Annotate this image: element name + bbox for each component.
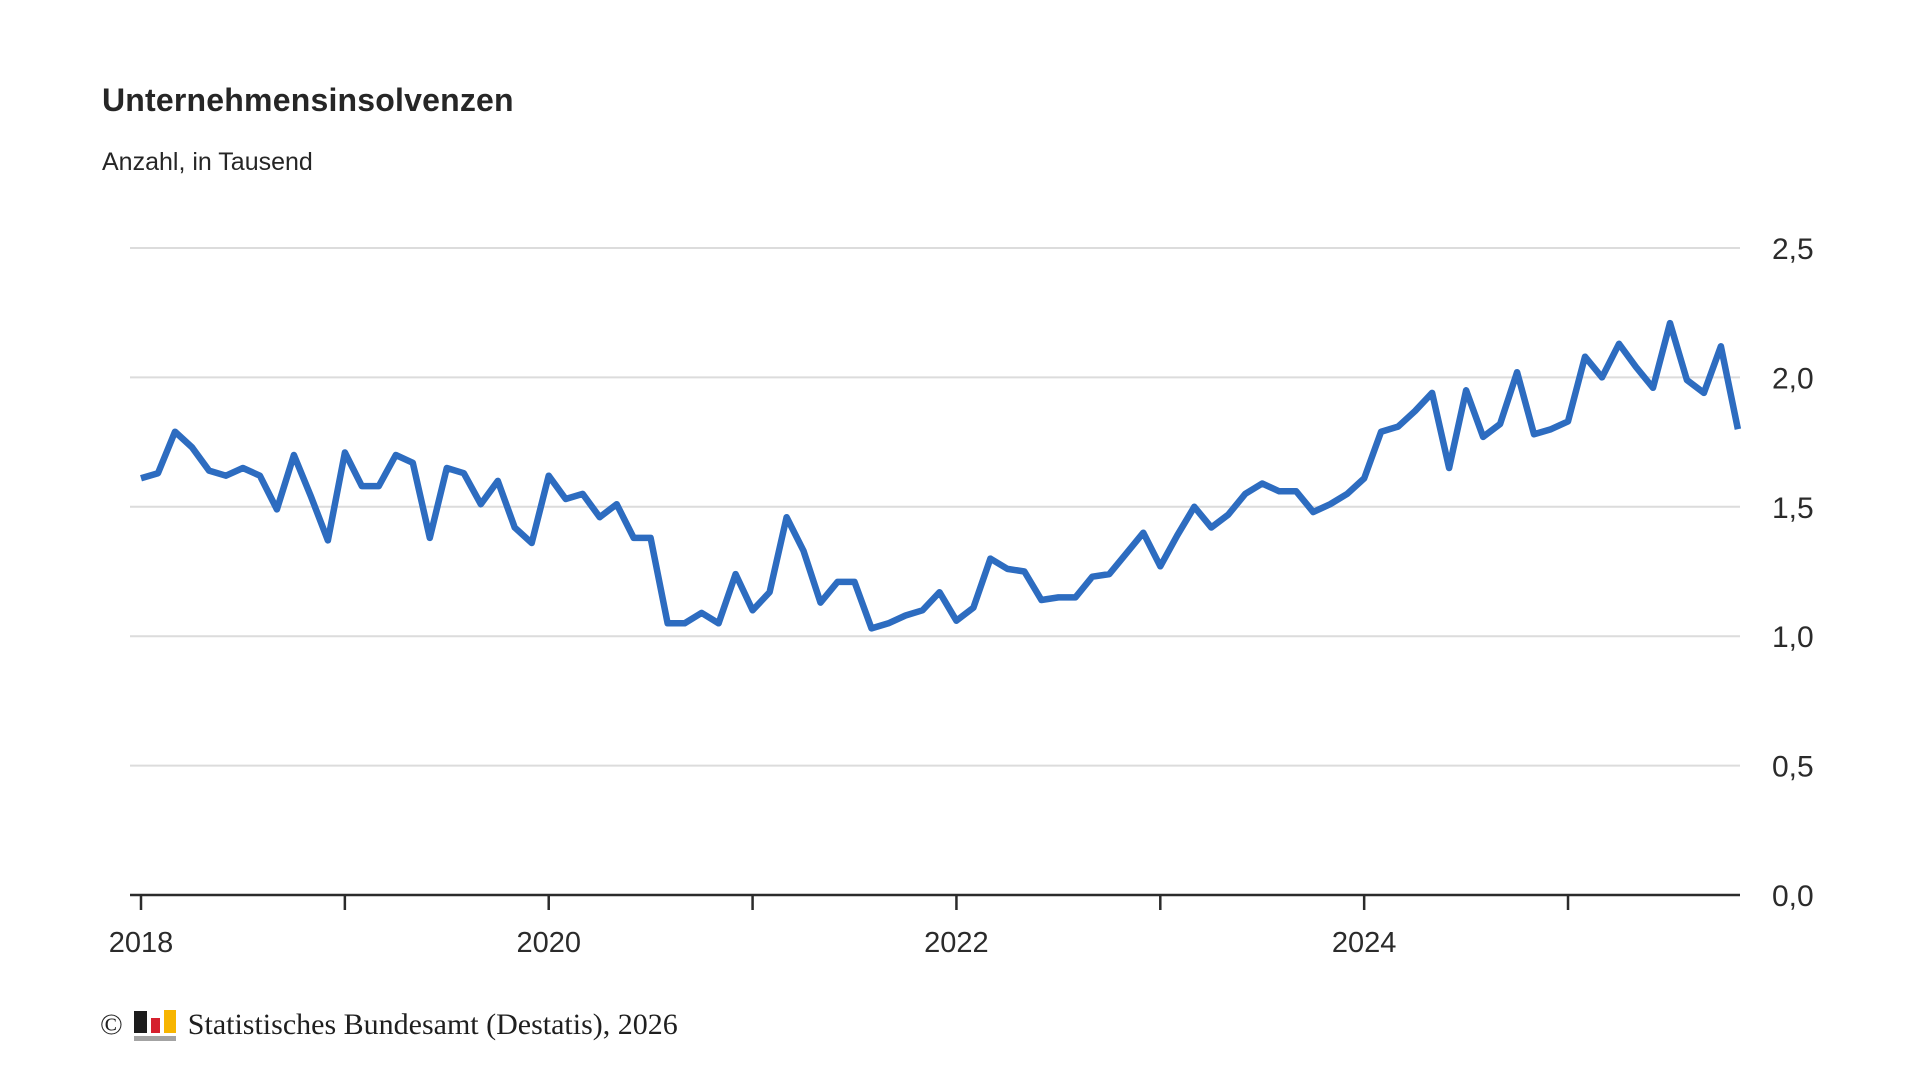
- x-axis-label: 2018: [109, 927, 174, 959]
- y-axis-label: 2,0: [1772, 362, 1814, 395]
- source-footer: © Statistisches Bundesamt (Destatis), 20…: [100, 1008, 678, 1042]
- copyright-symbol: ©: [100, 1008, 123, 1041]
- x-axis-label: 2024: [1332, 927, 1397, 959]
- chart-title: Unternehmensinsolvenzen: [102, 82, 514, 118]
- y-axis-label: 2,5: [1772, 233, 1814, 266]
- footer-source-text: Statistisches Bundesamt (Destatis), 2026: [187, 1008, 678, 1041]
- destatis-logo-icon: [133, 1010, 176, 1041]
- chart-subtitle: Anzahl, in Tausend: [102, 148, 313, 176]
- x-axis-label: 2020: [516, 927, 581, 959]
- y-axis-label: 0,0: [1772, 880, 1814, 913]
- x-axis-label: 2022: [924, 927, 989, 959]
- y-axis-label: 1,5: [1772, 492, 1814, 525]
- y-axis-label: 1,0: [1772, 621, 1814, 654]
- insolvency-trend-line: [140, 319, 1742, 632]
- y-axis-label: 0,5: [1772, 751, 1814, 784]
